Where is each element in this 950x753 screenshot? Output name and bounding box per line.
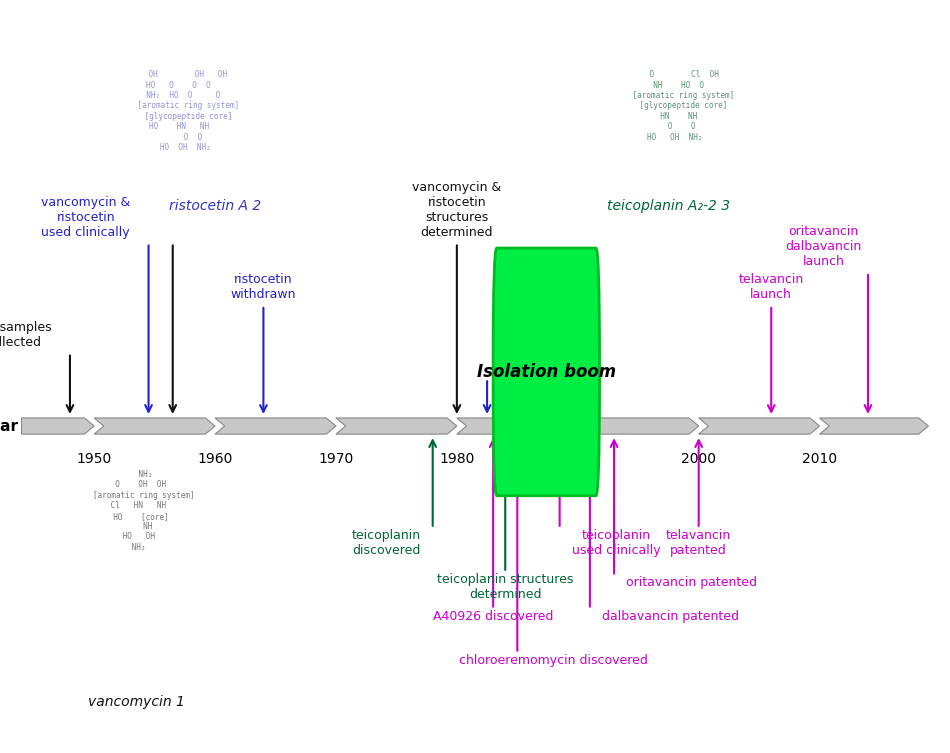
Text: dalbavancin patented: dalbavancin patented [602, 609, 739, 623]
Text: 2000: 2000 [681, 452, 716, 465]
Text: 1980: 1980 [439, 452, 475, 465]
Text: telavancin
launch: telavancin launch [738, 273, 804, 301]
Text: ristocetin
withdrawn: ristocetin withdrawn [231, 273, 296, 301]
Polygon shape [457, 418, 578, 434]
Text: A40926 discovered: A40926 discovered [432, 609, 553, 623]
Text: teicoplanin
used clinically: teicoplanin used clinically [572, 529, 660, 556]
Polygon shape [22, 418, 94, 434]
Text: teicoplanin A₂-2 3: teicoplanin A₂-2 3 [607, 199, 730, 212]
FancyBboxPatch shape [493, 248, 599, 495]
Text: teicoplanin
discovered: teicoplanin discovered [352, 529, 421, 556]
Text: Year: Year [0, 419, 18, 434]
Text: telavancin
patented: telavancin patented [666, 529, 732, 556]
Text: Soil samples
collected: Soil samples collected [0, 321, 52, 349]
Text: 1960: 1960 [198, 452, 233, 465]
Text: oritavancin patented: oritavancin patented [626, 577, 757, 590]
Polygon shape [820, 418, 928, 434]
Text: teicoplanin structures
determined: teicoplanin structures determined [437, 573, 574, 601]
Polygon shape [94, 418, 215, 434]
Text: chloroeremomycin discovered: chloroeremomycin discovered [459, 654, 648, 666]
Text: ristocetin A 2: ristocetin A 2 [169, 199, 261, 212]
Polygon shape [336, 418, 457, 434]
Text: vancomycin 1: vancomycin 1 [88, 694, 185, 709]
Text: O        Cl  OH
  NH    HO  O
    [aromatic ring system]
    [glycopeptide core]: O Cl OH NH HO O [aromatic ring system] [… [615, 70, 734, 142]
Text: oritavancin
dalbavancin
launch: oritavancin dalbavancin launch [786, 225, 862, 268]
Text: OH        OH   OH
HO   O    O  O
  NH₂  HO  O     O
    [aromatic ring system]
 : OH OH OH HO O O O NH₂ HO O O [aromatic r… [119, 70, 238, 152]
Polygon shape [215, 418, 336, 434]
Text: vancomycin &
ristocetin
structures
determined: vancomycin & ristocetin structures deter… [412, 181, 502, 239]
Text: vancomycin &
ristocetin
used clinically: vancomycin & ristocetin used clinically [41, 196, 130, 239]
Text: NH₂
  O    OH  OH
   [aromatic ring system]
 Cl   HN   NH
  HO    [core]
     NH: NH₂ O OH OH [aromatic ring system] Cl HN… [79, 470, 194, 552]
Text: 1970: 1970 [318, 452, 353, 465]
Text: 1950: 1950 [77, 452, 112, 465]
Polygon shape [578, 418, 698, 434]
Text: 2010: 2010 [802, 452, 837, 465]
Text: 1990: 1990 [560, 452, 596, 465]
Polygon shape [698, 418, 820, 434]
Text: Isolation boom: Isolation boom [477, 363, 616, 381]
